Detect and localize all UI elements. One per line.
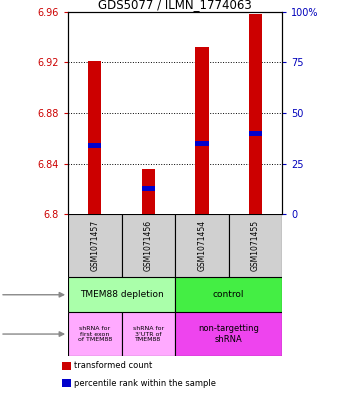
Bar	[175, 277, 282, 312]
Title: GDS5077 / ILMN_1774063: GDS5077 / ILMN_1774063	[98, 0, 252, 11]
Bar	[175, 214, 228, 277]
Bar	[68, 214, 121, 277]
Bar	[175, 312, 282, 356]
Bar	[249, 131, 262, 136]
Bar	[121, 312, 175, 356]
Bar	[63, 362, 71, 370]
Bar	[68, 312, 121, 356]
Text: shRNA for
3'UTR of
TMEM88: shRNA for 3'UTR of TMEM88	[133, 326, 164, 342]
Bar	[249, 14, 262, 214]
Text: GSM1071456: GSM1071456	[144, 220, 153, 271]
Bar	[142, 169, 155, 214]
Text: GSM1071457: GSM1071457	[90, 220, 99, 271]
Text: GSM1071455: GSM1071455	[251, 220, 260, 271]
Text: GSM1071454: GSM1071454	[198, 220, 206, 271]
Bar	[63, 379, 71, 387]
Bar	[88, 143, 101, 149]
Bar	[195, 141, 208, 146]
Text: transformed count: transformed count	[74, 361, 152, 370]
Bar	[68, 277, 175, 312]
Bar	[121, 214, 175, 277]
Text: shRNA for
first exon
of TMEM88: shRNA for first exon of TMEM88	[78, 326, 112, 342]
Text: TMEM88 depletion: TMEM88 depletion	[80, 290, 164, 299]
Text: protocol: protocol	[0, 290, 64, 300]
Bar	[88, 61, 101, 214]
Bar	[228, 214, 282, 277]
Bar	[195, 47, 208, 214]
Text: non-targetting
shRNA: non-targetting shRNA	[198, 324, 259, 344]
Text: percentile rank within the sample: percentile rank within the sample	[74, 379, 216, 388]
Bar	[142, 186, 155, 191]
Text: control: control	[213, 290, 244, 299]
Text: other: other	[0, 329, 64, 339]
